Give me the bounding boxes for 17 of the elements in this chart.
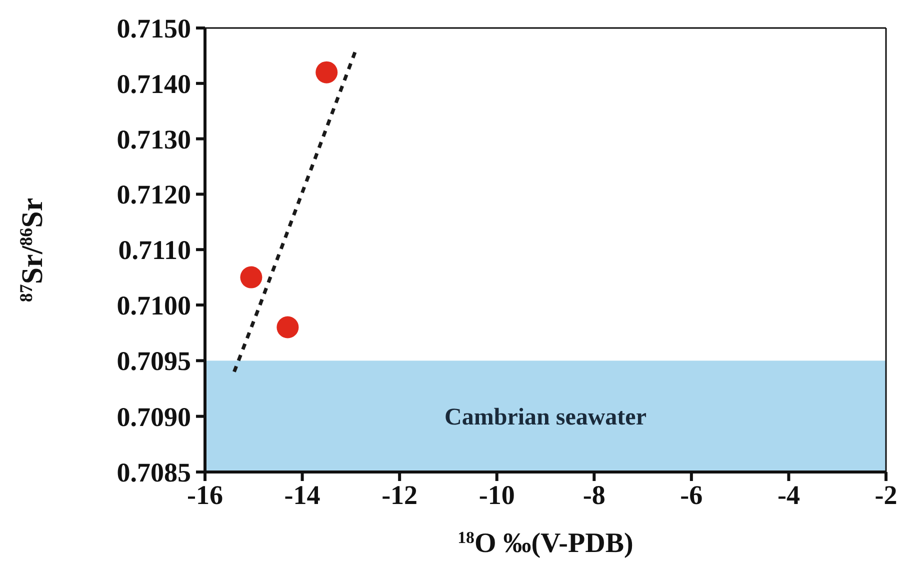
x-tick-label: -4	[777, 480, 800, 510]
x-tick-label: -8	[582, 480, 606, 510]
y-tick-label: 0.7130	[116, 124, 191, 154]
x-axis-title: $^{18}$O ‰(V-PDB)	[458, 528, 634, 559]
y-tick-label: 0.7150	[116, 13, 191, 44]
x-tick-label: -10	[478, 480, 515, 510]
x-tick-label: -14	[284, 480, 320, 510]
x-tick-label: -6	[680, 480, 703, 510]
y-tick-label: 0.7110	[118, 235, 191, 266]
y-tick-label: 0.7090	[116, 402, 191, 432]
y-tick-label: 0.7095	[116, 346, 191, 376]
y-tick-label: 0.7100	[116, 290, 191, 320]
y-tick-label: 0.7140	[116, 68, 191, 99]
x-tick-label: -12	[382, 480, 418, 510]
band-label: Cambrian seawater	[444, 404, 647, 431]
x-tick-label: -2	[874, 480, 898, 510]
y-tick-label: 0.7120	[116, 180, 191, 210]
